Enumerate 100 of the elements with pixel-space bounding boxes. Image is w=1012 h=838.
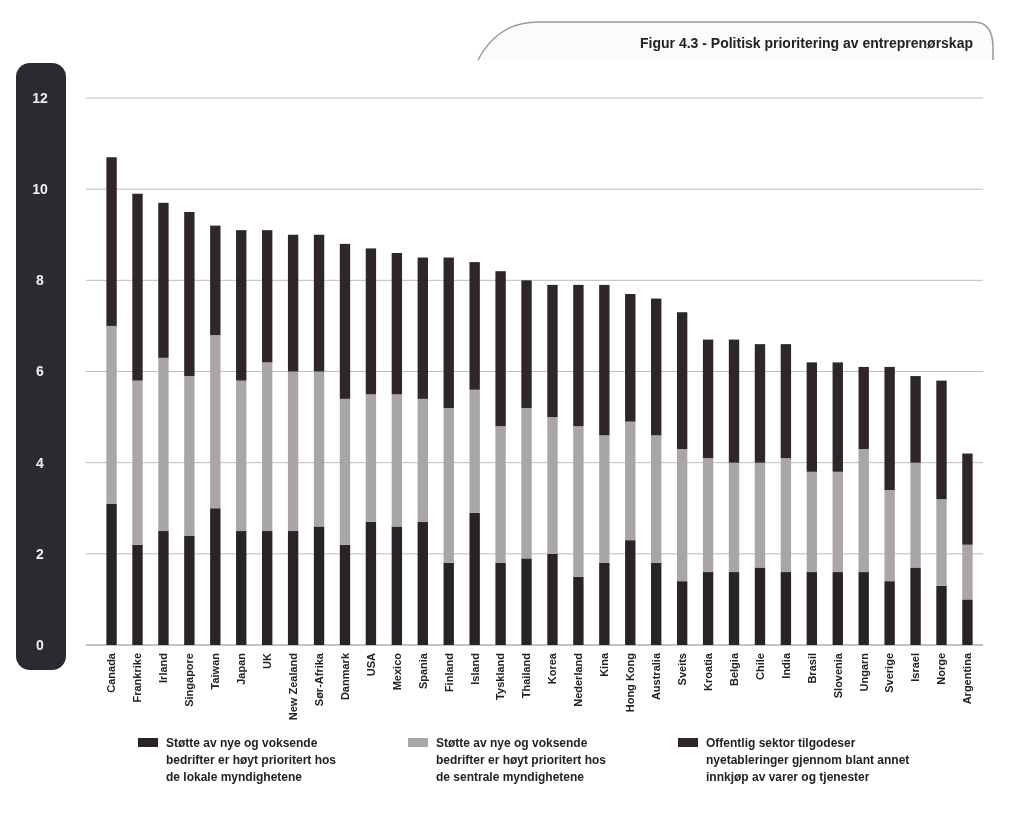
bar [702,572,714,645]
x-tick-label: Nederland [572,653,585,707]
x-tick-label: Brasil [805,653,818,684]
bar [625,540,636,645]
bar [702,458,714,573]
bar [132,193,143,381]
bar [236,380,247,532]
x-tick-label: Mexico [390,652,403,691]
bar [210,225,221,336]
bar [287,531,299,645]
bar [313,526,325,645]
bar [106,503,117,645]
bar [210,508,221,645]
bar [936,380,947,500]
bar [184,376,195,536]
bar [962,599,973,645]
bar [780,572,792,645]
bar [806,362,818,472]
x-tick-label: Argentina [961,652,974,705]
bar [573,426,584,577]
bar [158,531,169,645]
bar [599,562,610,645]
bar [780,344,792,459]
bar [599,284,610,436]
bar [287,234,299,372]
bar [676,581,688,645]
bar [832,471,843,573]
x-tick-label: Ungarn [857,652,870,692]
x-tick-label: Hong Kong [624,653,637,713]
bar [106,325,117,504]
x-tick-label: Australia [650,652,663,701]
x-tick-label: Slovenia [831,652,844,699]
bar [832,362,843,472]
bar [676,448,688,582]
bar [884,366,895,491]
bar [391,394,403,527]
y-tick-label: 2 [36,545,45,562]
x-tick-label: Kina [598,652,611,677]
x-tick-label: USA [364,652,377,677]
x-tick-label: Singapore [183,653,196,707]
bar [651,298,662,436]
bar [547,417,558,554]
bar [365,521,377,645]
bar [443,407,454,563]
bar [443,562,454,645]
x-tick-label: Sør-Afrika [312,652,325,707]
bar [417,398,428,522]
bar [313,234,325,372]
bar [521,407,532,559]
bar [962,544,973,600]
x-tick-label: Sveits [676,653,688,686]
bar [236,230,247,381]
bar [936,585,947,645]
bar [210,335,221,509]
bar [469,512,480,645]
bar [884,490,895,582]
x-tick-label: Danmark [338,652,351,701]
bar [287,371,299,532]
bar [858,572,869,645]
bar [728,462,740,573]
x-tick-label: New Zealand [286,653,299,721]
y-tick-label: 0 [36,636,45,653]
bar [469,262,480,390]
bar [391,252,403,395]
bar [806,471,818,573]
bar [780,458,792,573]
x-tick-label: Spania [416,652,429,690]
bar [158,357,169,532]
bar [495,562,506,645]
bar [754,344,766,463]
bar [936,499,947,586]
bar [417,521,428,645]
y-tick-label: 6 [36,363,45,380]
bar [910,376,921,463]
x-tick-label: Taiwan [209,652,222,690]
bar [521,558,532,645]
bar [754,462,766,568]
x-tick-label: Kroatia [701,652,714,691]
legend-label: Støtte av nye og voksende bedrifter er høyt prioritert hos de lokale myndighetene [166,736,337,784]
x-tick-label: Frankrike [131,653,144,703]
bar [625,294,636,422]
bar [106,157,117,326]
x-tick-label: Korea [546,652,559,685]
legend-label: Støtte av nye og voksende bedrifter er høyt prioritert hos de sentrale myndighetene [436,736,607,784]
bar [547,284,558,418]
x-tick-label: Island [468,653,481,685]
bar [728,339,740,463]
bar [832,572,843,645]
bar [625,421,636,541]
x-tick-label: Thailand [520,653,533,699]
bar [521,280,532,408]
bar [158,202,169,358]
bar [910,462,921,568]
bar [884,581,895,645]
x-tick-label: Chile [753,653,766,680]
y-tick-label: 4 [36,454,45,471]
y-tick-label: 8 [36,272,45,289]
bar [858,448,869,573]
x-tick-label: Japan [235,652,248,685]
x-tick-label: Norge [935,653,948,685]
